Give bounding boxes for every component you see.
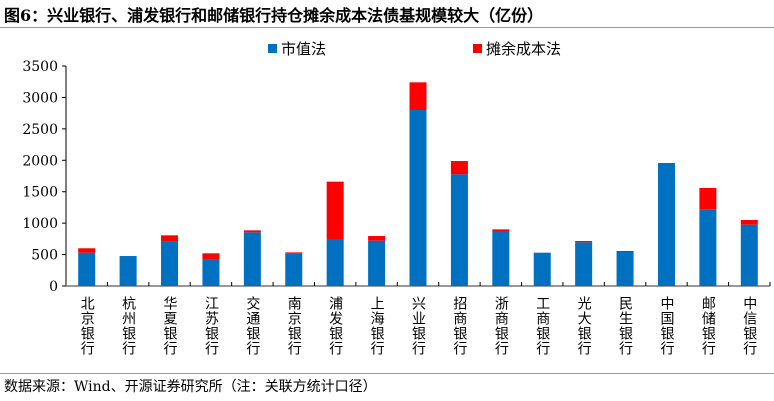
legend-swatch [473, 44, 482, 53]
bar-amortized-cost [243, 230, 261, 233]
x-tick-label: 邮储银行 [700, 296, 716, 356]
title-divider [0, 27, 774, 28]
y-tick-label: 500 [31, 248, 58, 264]
bar-amortized-cost [740, 220, 758, 225]
y-tick-label: 3500 [22, 59, 58, 75]
x-tick-label: 民生银行 [617, 296, 633, 356]
x-tick-label: 北京银行 [79, 296, 95, 356]
y-tick-label: 1000 [22, 216, 58, 232]
bar-amortized-cost [368, 236, 386, 241]
bar-market-value [161, 241, 179, 286]
x-tick-label: 上海银行 [369, 296, 385, 356]
y-tick-label: 3000 [22, 90, 58, 106]
x-tick-label: 招商银行 [451, 296, 467, 356]
x-tick-label: 杭州银行 [120, 296, 136, 356]
bar-market-value [285, 253, 303, 286]
bar-amortized-cost [616, 250, 634, 252]
bar-market-value [450, 174, 468, 286]
x-tick-label: 南京银行 [286, 296, 302, 356]
bar-amortized-cost [285, 252, 303, 254]
y-tick-label: 2000 [22, 153, 58, 169]
bar-market-value [616, 251, 634, 286]
bar-amortized-cost [409, 82, 427, 110]
bar-amortized-cost [492, 229, 510, 231]
bar-amortized-cost [575, 240, 593, 243]
chart-title: 图6：兴业银行、浦发银行和邮储银行持仓摊余成本法债基规模较大（亿份） [4, 6, 544, 25]
bar-amortized-cost [326, 181, 344, 239]
source-divider [0, 373, 774, 374]
x-tick-label: 江苏银行 [203, 296, 219, 356]
bar-market-value [368, 240, 386, 286]
bar-amortized-cost [699, 188, 717, 210]
x-tick-label: 交通银行 [244, 295, 260, 356]
bar-chart: 0 500 1000 1500 2000 2500 3000 3500 北京银行 杭州银行 华夏银行… [22, 40, 771, 356]
bar-amortized-cost [450, 161, 468, 175]
x-tick-label: 兴业银行 [410, 296, 426, 356]
bar-amortized-cost [78, 248, 96, 253]
bar-market-value [326, 238, 344, 286]
bar-market-value [492, 231, 510, 286]
legend-label: 摊余成本法 [486, 40, 561, 58]
bar-amortized-cost [202, 253, 220, 260]
x-tick-label: 浦发银行 [327, 296, 343, 356]
bar-market-value [119, 256, 137, 286]
legend-swatch [268, 44, 277, 53]
x-tick-label: 浙商银行 [493, 296, 509, 356]
source-note: 数据来源：Wind、开源证券研究所（注：关联方统计口径） [4, 379, 377, 395]
legend-label: 市值法 [281, 40, 326, 58]
x-tick-label: 工商银行 [534, 296, 550, 356]
bar-market-value [409, 110, 427, 286]
bar-market-value [78, 252, 96, 286]
x-tick-label: 中国银行 [658, 296, 674, 356]
y-tick-label: 0 [49, 279, 58, 295]
bar-market-value [740, 224, 758, 286]
bar-market-value [699, 209, 717, 286]
bar-market-value [243, 232, 261, 286]
x-tick-label: 光大银行 [576, 296, 592, 356]
bar-market-value [657, 162, 675, 286]
bar-market-value [533, 252, 551, 286]
bar-amortized-cost [161, 235, 179, 242]
x-tick-label: 华夏银行 [162, 296, 178, 356]
y-tick-label: 2500 [22, 122, 58, 138]
x-tick-label: 中信银行 [741, 296, 757, 356]
bar-market-value [202, 259, 220, 286]
y-tick-label: 1500 [22, 185, 58, 201]
bar-market-value [575, 242, 593, 286]
